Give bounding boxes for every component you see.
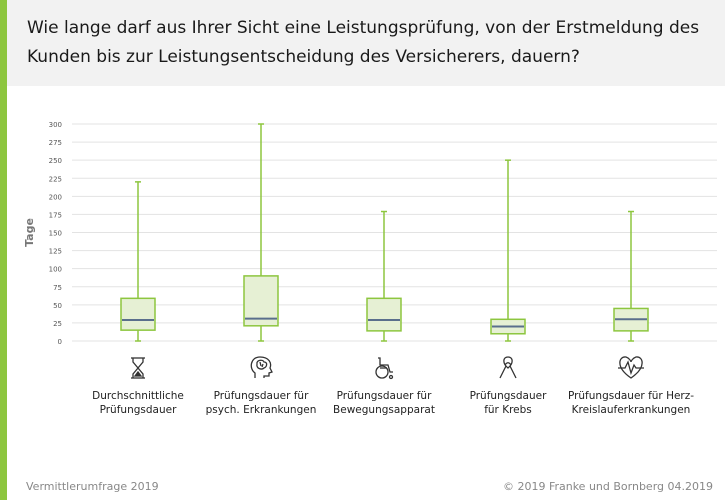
y-tick-label: 100 <box>49 266 62 274</box>
category-label: Prüfungsdauer für Herz- <box>568 390 694 402</box>
category-label: Prüfungsdauer <box>100 404 177 416</box>
y-tick-label: 0 <box>58 338 62 346</box>
boxplot-chart: 0 25 50 75 100 125 150 175 200 225 250 275 300 Tage Du… <box>23 121 717 416</box>
y-tick-label: 250 <box>49 157 62 165</box>
category-label: für Krebs <box>484 404 532 416</box>
y-axis-label: Tage <box>23 218 36 247</box>
y-tick-label: 200 <box>49 193 62 201</box>
y-tick-label: 25 <box>53 320 62 328</box>
accent-bar <box>0 0 7 500</box>
box <box>366 297 402 332</box>
ribbon-icon <box>499 356 517 379</box>
category-label: Bewegungsapparat <box>333 404 435 416</box>
header: Wie lange darf aus Ihrer Sicht eine Leis… <box>7 0 725 86</box>
box <box>243 275 279 327</box>
y-tick-label: 150 <box>49 230 62 238</box>
copyright-note: © 2019 Franke und Bornberg 04.2019 <box>502 480 713 493</box>
y-tick-label: 225 <box>49 175 62 183</box>
hourglass-icon <box>131 357 145 379</box>
category-label: Prüfungsdauer für <box>214 390 309 402</box>
y-tick-label: 50 <box>53 302 62 310</box>
category-label: psych. Erkrankungen <box>206 404 317 416</box>
source-note: Vermittlerumfrage 2019 <box>26 480 159 493</box>
page-title: Wie lange darf aus Ihrer Sicht eine Leis… <box>27 18 700 67</box>
brain-head-icon <box>250 356 273 378</box>
box <box>120 297 156 331</box>
y-tick-label: 300 <box>49 121 62 129</box>
category-label: Prüfungsdauer für <box>337 390 432 402</box>
category-label: Durchschnittliche <box>92 390 184 402</box>
heart-pulse-icon <box>618 356 644 379</box>
category-label: Kreislauferkrankungen <box>572 404 691 416</box>
y-tick-label: 75 <box>53 284 62 292</box>
y-tick-label: 175 <box>49 211 62 219</box>
wheelchair-icon <box>375 357 394 380</box>
y-tick-label: 275 <box>49 139 62 147</box>
y-tick-label: 125 <box>49 248 62 256</box>
category-label: Prüfungsdauer <box>470 390 547 402</box>
